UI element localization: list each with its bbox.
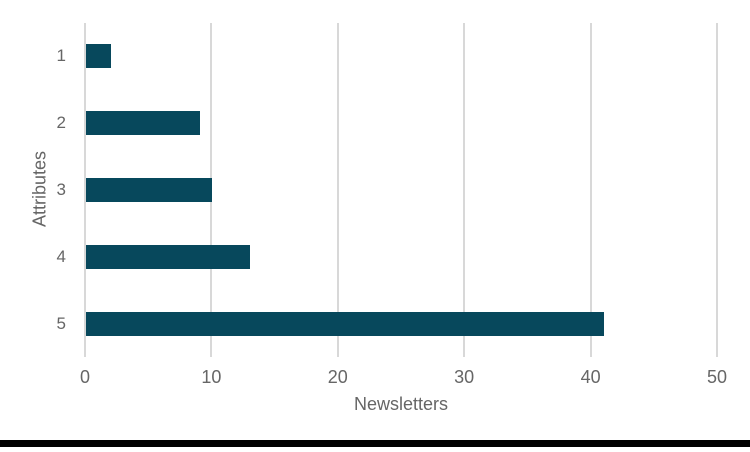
- gridline-x-50: [716, 23, 718, 357]
- bar-category-4: [86, 244, 251, 269]
- x-axis-title: Newsletters: [353, 394, 449, 414]
- x-tick-label-30: 30: [454, 367, 475, 387]
- category-label-4: 4: [56, 246, 66, 266]
- gridline-x-20: [336, 23, 339, 357]
- gridline-x-0: [84, 23, 86, 357]
- gridline-x-30: [463, 23, 466, 357]
- gridline-x-40: [589, 23, 592, 357]
- x-tick-label-10: 10: [201, 367, 222, 387]
- bottom-divider-rule: [0, 440, 750, 447]
- bar-category-3: [86, 178, 213, 202]
- x-tick-label-0: 0: [79, 367, 90, 387]
- category-label-1: 1: [56, 46, 66, 66]
- x-tick-label-50: 50: [706, 367, 728, 387]
- bar-category-1: [86, 44, 112, 69]
- bar-category-2: [86, 111, 200, 136]
- plot-area: [84, 23, 718, 357]
- category-label-3: 3: [56, 180, 66, 199]
- category-label-5: 5: [56, 313, 66, 333]
- x-tick-label-20: 20: [327, 367, 348, 387]
- category-label-2: 2: [56, 113, 66, 133]
- bar-category-5: [86, 311, 605, 336]
- x-tick-label-40: 40: [580, 367, 601, 387]
